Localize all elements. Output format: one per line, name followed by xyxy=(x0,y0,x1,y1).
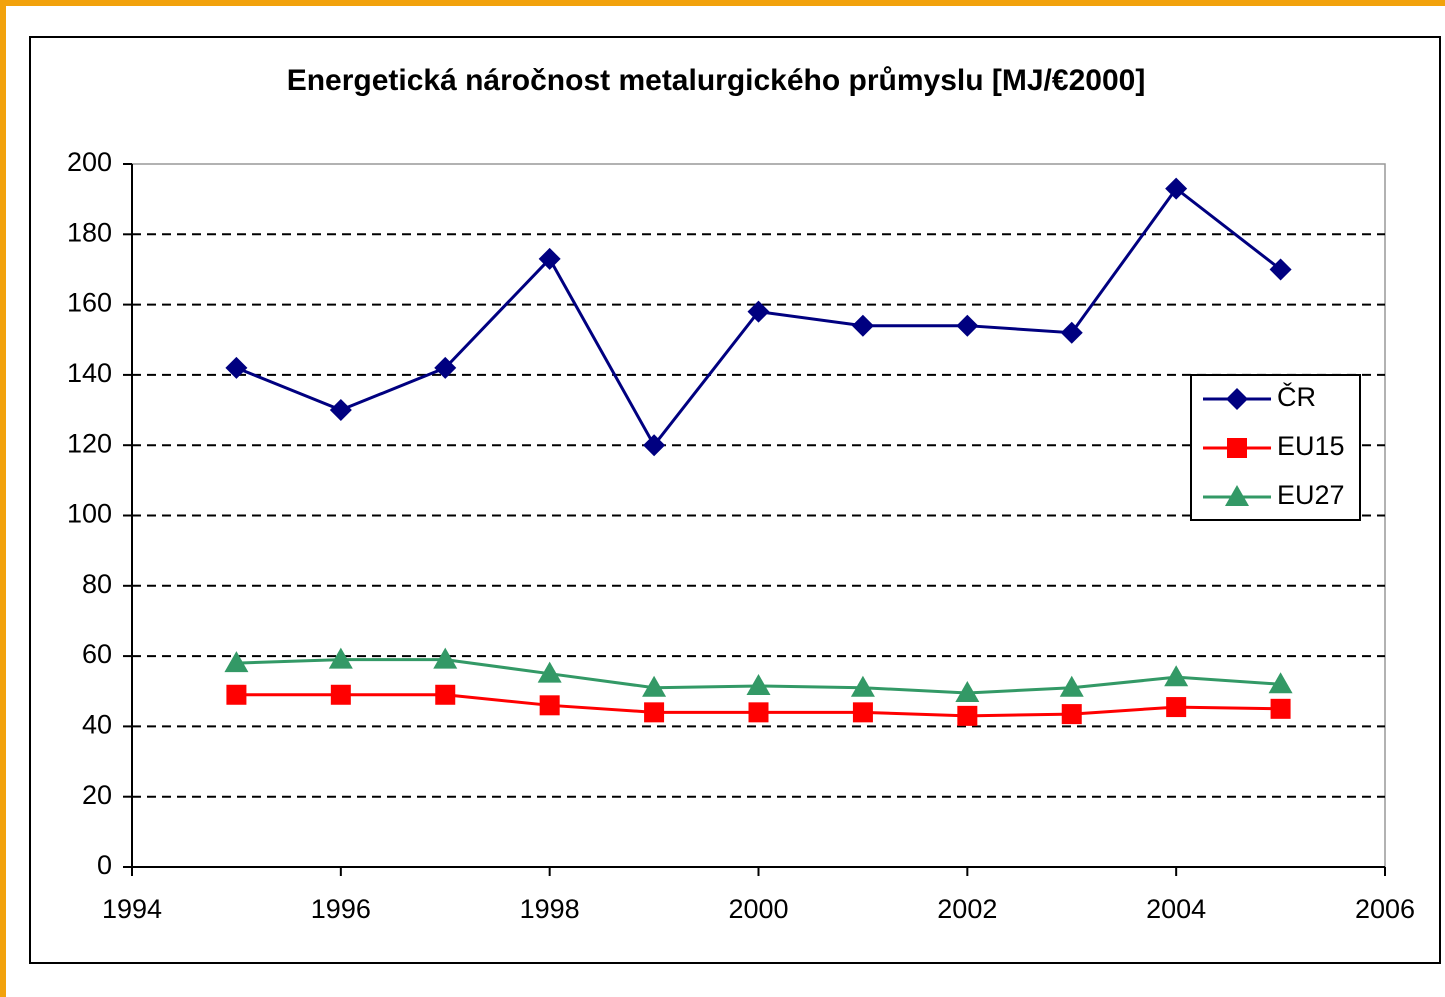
marker xyxy=(1269,258,1292,281)
y-tick-label: 60 xyxy=(82,639,112,669)
marker xyxy=(1165,177,1188,200)
marker xyxy=(225,356,248,379)
y-tick-label: 120 xyxy=(67,428,112,458)
legend-label: ČR xyxy=(1277,381,1316,412)
x-tick-label: 1998 xyxy=(520,894,580,924)
marker xyxy=(538,247,561,270)
marker xyxy=(330,684,351,705)
legend-label: EU27 xyxy=(1277,480,1345,510)
y-tick-label: 0 xyxy=(97,850,112,880)
legend-marker xyxy=(1227,438,1247,458)
y-tick-label: 40 xyxy=(82,710,112,740)
y-tick-label: 160 xyxy=(67,288,112,318)
marker xyxy=(329,399,352,422)
marker xyxy=(642,675,667,697)
chart-title: Energetická náročnost metalurgického prů… xyxy=(287,64,1146,97)
marker xyxy=(852,702,873,723)
marker xyxy=(434,356,457,379)
legend-marker xyxy=(1225,485,1249,506)
marker xyxy=(956,314,979,337)
x-tick-label: 2004 xyxy=(1146,894,1206,924)
marker xyxy=(850,675,875,697)
marker xyxy=(955,681,980,703)
marker xyxy=(851,314,874,337)
y-tick-label: 80 xyxy=(82,569,112,599)
x-tick-label: 2006 xyxy=(1355,894,1415,924)
y-tick-label: 180 xyxy=(67,217,112,247)
x-tick-label: 2000 xyxy=(728,894,788,924)
marker xyxy=(1166,697,1187,718)
marker xyxy=(643,434,666,457)
x-tick-label: 1996 xyxy=(311,894,371,924)
y-tick-label: 20 xyxy=(82,780,112,810)
marker xyxy=(746,673,771,695)
marker xyxy=(224,651,249,673)
x-tick-label: 1994 xyxy=(102,894,162,924)
marker xyxy=(435,684,456,705)
marker xyxy=(1059,675,1084,697)
marker xyxy=(957,705,978,726)
marker xyxy=(1270,698,1291,719)
legend-label: EU15 xyxy=(1277,431,1345,461)
marker xyxy=(1268,672,1293,694)
marker xyxy=(747,300,770,323)
marker xyxy=(1164,665,1189,687)
y-tick-label: 140 xyxy=(67,358,112,388)
marker xyxy=(328,647,353,669)
y-tick-label: 200 xyxy=(67,147,112,177)
marker xyxy=(433,647,458,669)
y-tick-label: 100 xyxy=(67,499,112,529)
legend-marker xyxy=(1226,388,1248,410)
x-tick-label: 2002 xyxy=(937,894,997,924)
marker xyxy=(1060,321,1083,344)
marker xyxy=(644,702,665,723)
marker xyxy=(539,695,560,716)
marker xyxy=(537,661,562,683)
marker xyxy=(748,702,769,723)
marker xyxy=(1061,704,1082,725)
marker xyxy=(226,684,247,705)
